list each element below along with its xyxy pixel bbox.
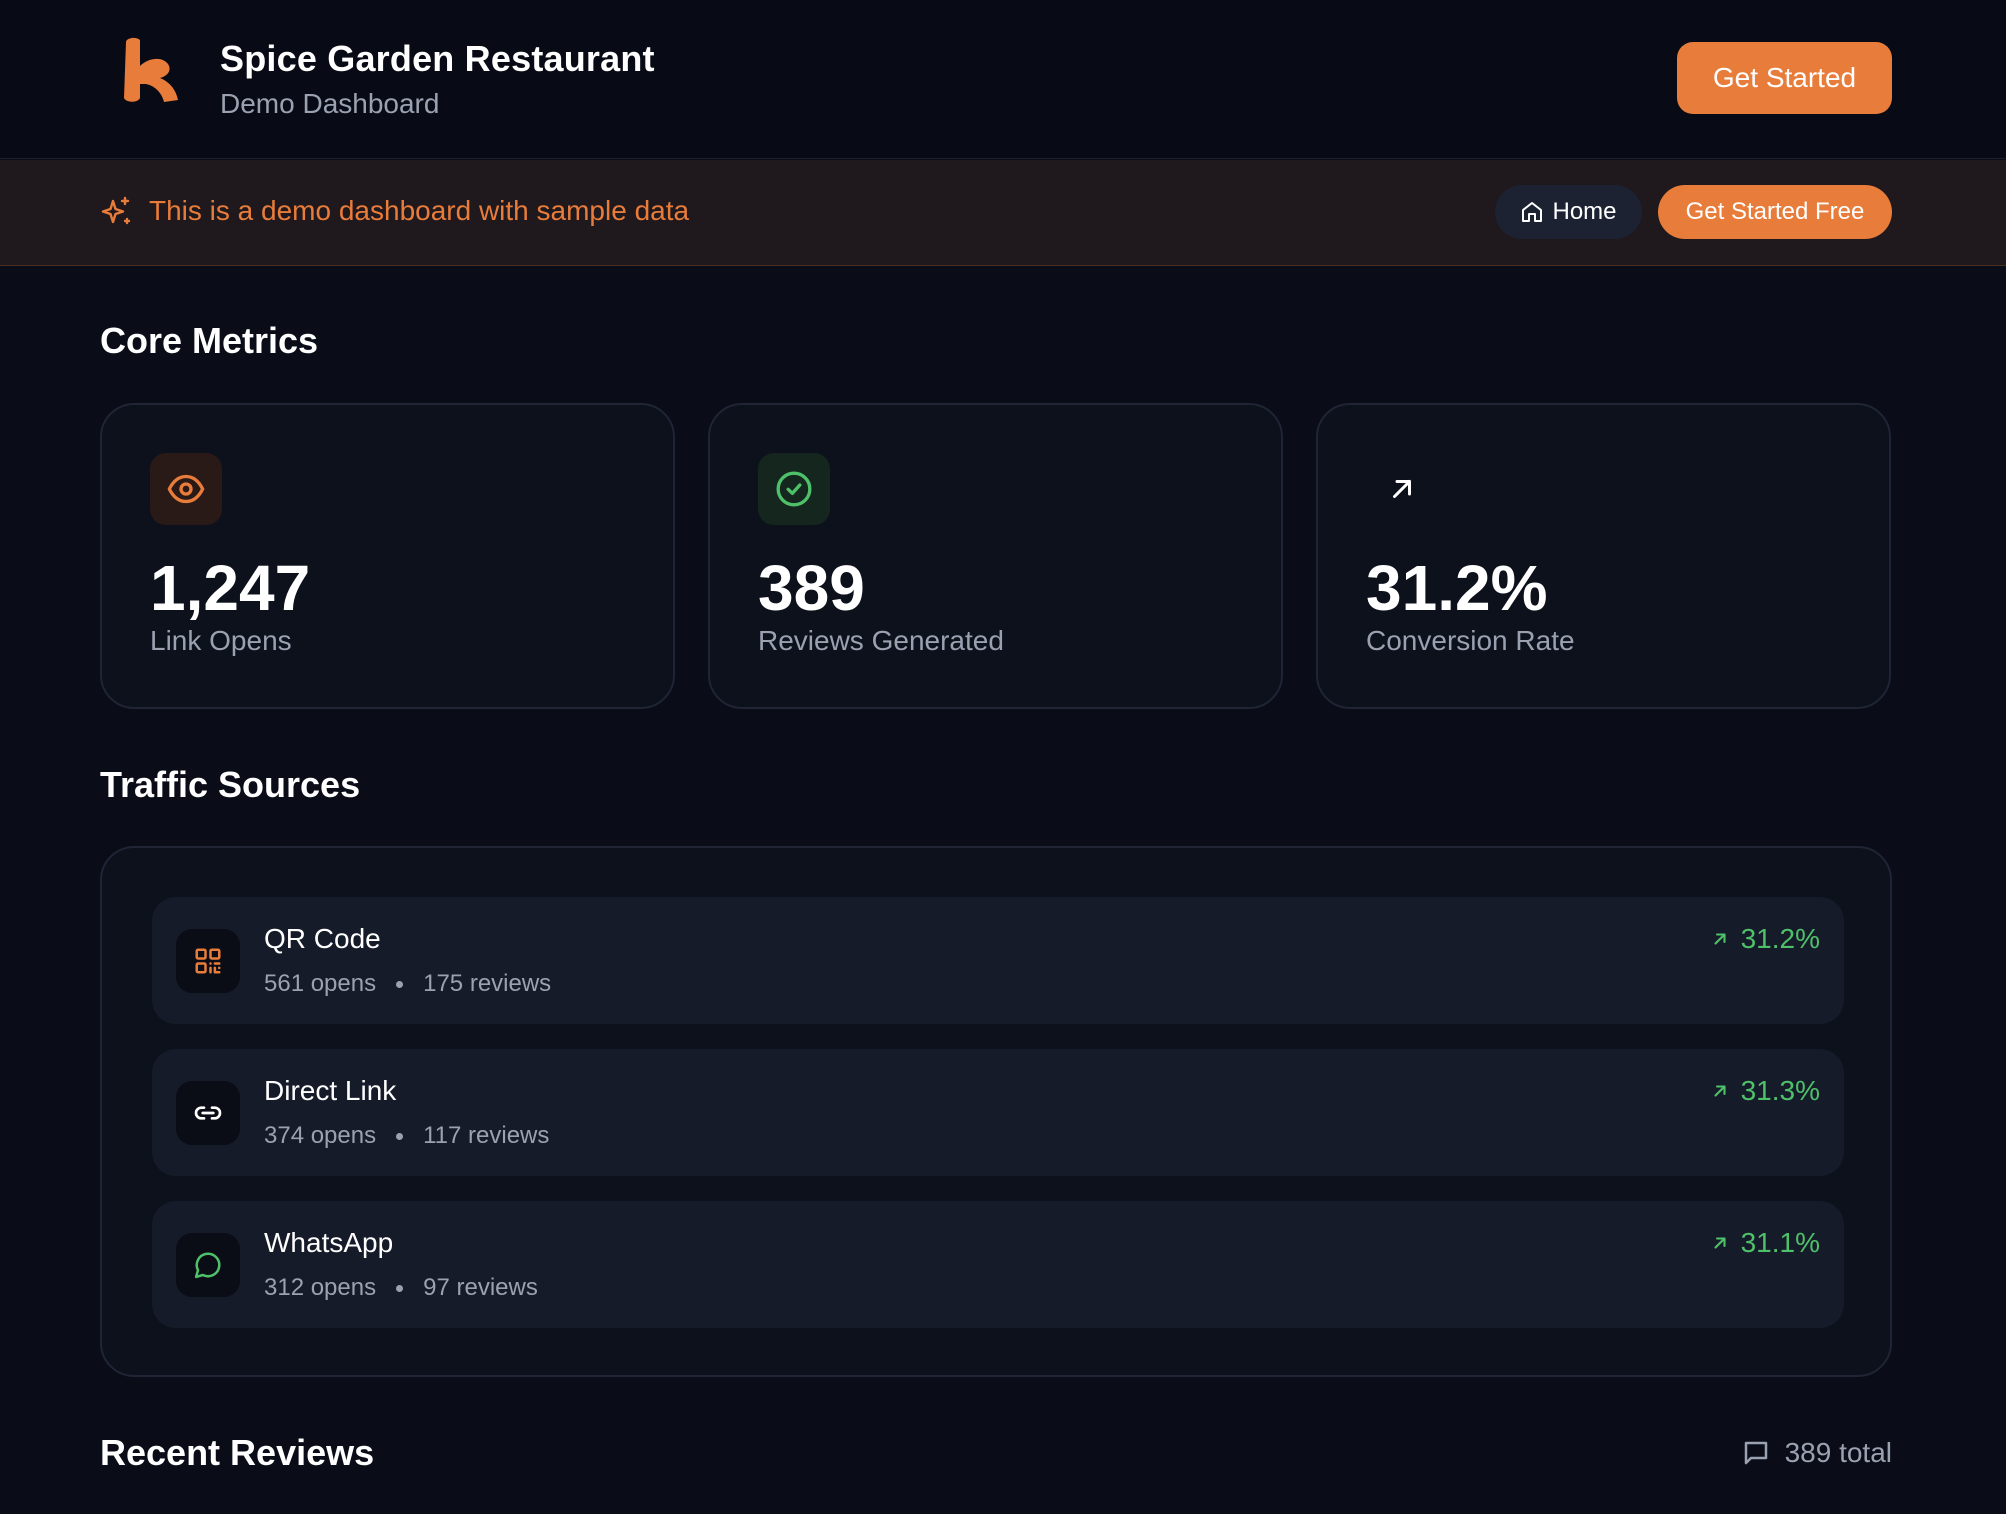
source-name: QR Code	[264, 923, 381, 954]
home-icon	[1522, 202, 1543, 222]
brand-logo	[124, 37, 178, 103]
qr-code-icon	[176, 929, 240, 993]
metric-card-reviews-generated: 389 Reviews Generated	[708, 403, 1283, 709]
source-conversion-rate: 31.1%	[1711, 1227, 1820, 1259]
source-reviews: 175 reviews	[423, 970, 552, 997]
home-button[interactable]: Home	[1495, 185, 1642, 239]
source-reviews: 97 reviews	[423, 1274, 538, 1301]
source-conversion-rate: 31.2%	[1711, 923, 1820, 955]
core-metrics-title: Core Metrics	[100, 320, 319, 361]
get-started-button[interactable]: Get Started	[1677, 42, 1892, 114]
metric-label: Conversion Rate	[1366, 625, 1575, 656]
traffic-sources-panel: QR Code 561 opens 175 reviews 31.2% Dire…	[100, 846, 1892, 1377]
source-stats: 374 opens 117 reviews	[264, 1122, 549, 1150]
message-square-icon	[1744, 1441, 1767, 1465]
metric-value: 1,247	[150, 552, 311, 624]
source-stats: 561 opens 175 reviews	[264, 970, 551, 998]
home-button-label: Home	[1552, 198, 1617, 225]
get-started-free-button[interactable]: Get Started Free	[1658, 185, 1892, 239]
source-stats: 312 opens 97 reviews	[264, 1274, 538, 1302]
metric-value: 31.2%	[1366, 552, 1548, 624]
traffic-sources-title: Traffic Sources	[100, 764, 361, 805]
demo-notice: This is a demo dashboard with sample dat…	[149, 195, 690, 226]
rate-value: 31.1%	[1740, 1227, 1820, 1258]
source-conversion-rate: 31.3%	[1711, 1075, 1820, 1107]
reviews-total-count: 389 total	[1784, 1437, 1892, 1468]
separator-dot	[396, 1132, 404, 1140]
source-opens: 374 opens	[264, 1122, 377, 1149]
dashboard-subtitle: Demo Dashboard	[220, 88, 440, 119]
app-header: Spice Garden Restaurant Demo Dashboard G…	[0, 0, 2006, 159]
rate-value: 31.2%	[1740, 923, 1820, 954]
restaurant-name: Spice Garden Restaurant	[220, 38, 655, 79]
trend-up-icon	[1714, 1085, 1726, 1097]
trend-up-icon	[1714, 1237, 1726, 1249]
reviews-total: 389 total	[1741, 1437, 1892, 1469]
source-opens: 312 opens	[264, 1274, 377, 1301]
separator-dot	[396, 1284, 404, 1292]
rate-value: 31.3%	[1740, 1075, 1820, 1106]
link-icon	[176, 1081, 240, 1145]
source-name: WhatsApp	[264, 1227, 394, 1258]
check-circle-icon	[758, 453, 830, 525]
separator-dot	[396, 980, 404, 988]
eye-icon	[150, 453, 222, 525]
source-opens: 561 opens	[264, 970, 377, 997]
traffic-source-row[interactable]: Direct Link 374 opens 117 reviews 31.3%	[152, 1049, 1844, 1176]
message-circle-icon	[176, 1233, 240, 1297]
arrow-up-right-icon	[1366, 453, 1438, 525]
metric-card-conversion-rate: 31.2% Conversion Rate	[1316, 403, 1891, 709]
metric-value: 389	[758, 552, 865, 624]
metric-card-link-opens: 1,247 Link Opens	[100, 403, 675, 709]
traffic-source-row[interactable]: WhatsApp 312 opens 97 reviews 31.1%	[152, 1201, 1844, 1328]
recent-reviews-title: Recent Reviews	[100, 1432, 375, 1473]
traffic-source-row[interactable]: QR Code 561 opens 175 reviews 31.2%	[152, 897, 1844, 1024]
source-name: Direct Link	[264, 1075, 397, 1106]
trend-up-icon	[1714, 933, 1726, 945]
metric-label: Reviews Generated	[758, 625, 1004, 656]
metric-label: Link Opens	[150, 625, 292, 656]
sparkles-icon	[101, 196, 131, 225]
source-reviews: 117 reviews	[423, 1122, 550, 1149]
